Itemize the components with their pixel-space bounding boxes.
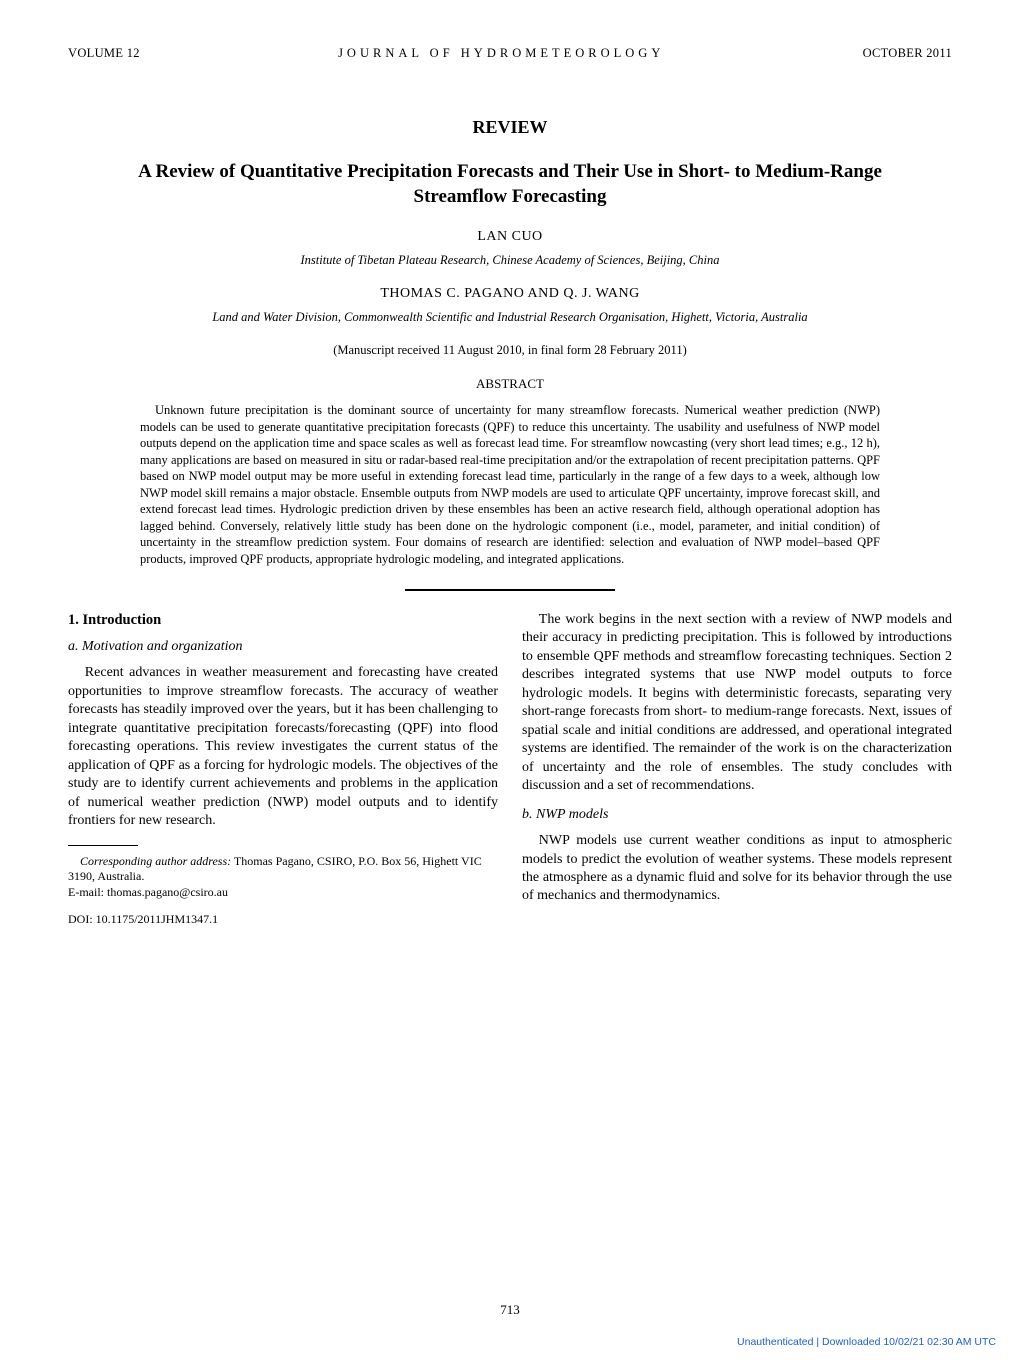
section-divider: [405, 589, 615, 591]
abstract-body: Unknown future precipitation is the domi…: [140, 402, 880, 567]
footnote-rule: [68, 845, 138, 846]
article-title: A Review of Quantitative Precipitation F…: [130, 160, 890, 209]
section-1-heading: 1. Introduction: [68, 611, 498, 630]
body-columns: 1. Introduction a. Motivation and organi…: [68, 611, 952, 928]
affiliation-1: Institute of Tibetan Plateau Research, C…: [68, 253, 952, 268]
left-column: 1. Introduction a. Motivation and organi…: [68, 611, 498, 928]
page-number: 713: [0, 1302, 1020, 1318]
affiliation-2: Land and Water Division, Commonwealth Sc…: [68, 310, 952, 325]
header-journal: JOURNAL OF HYDROMETEOROLOGY: [338, 46, 664, 61]
footnote-label: Corresponding author address:: [80, 854, 231, 868]
doi: DOI: 10.1175/2011JHM1347.1: [68, 912, 498, 928]
download-watermark: Unauthenticated | Downloaded 10/02/21 02…: [737, 1336, 996, 1348]
abstract-heading: ABSTRACT: [68, 376, 952, 392]
header-date: OCTOBER 2011: [863, 46, 952, 61]
paragraph-a: Recent advances in weather measurement a…: [68, 664, 498, 830]
review-label: REVIEW: [68, 117, 952, 138]
right-column: The work begins in the next section with…: [522, 611, 952, 928]
author-1: LAN CUO: [68, 229, 952, 245]
author-2: THOMAS C. PAGANO AND Q. J. WANG: [68, 286, 952, 302]
running-header: VOLUME 12 JOURNAL OF HYDROMETEOROLOGY OC…: [68, 46, 952, 61]
corresponding-author: Corresponding author address: Thomas Pag…: [68, 854, 498, 885]
manuscript-dates: (Manuscript received 11 August 2010, in …: [68, 343, 952, 358]
subsection-a-heading: a. Motivation and organization: [68, 638, 498, 656]
header-volume: VOLUME 12: [68, 46, 140, 61]
footnote-email: E-mail: thomas.pagano@csiro.au: [68, 885, 498, 901]
subsection-b-heading: b. NWP models: [522, 806, 952, 824]
paragraph-b: NWP models use current weather condition…: [522, 832, 952, 906]
paragraph-right-1: The work begins in the next section with…: [522, 611, 952, 796]
